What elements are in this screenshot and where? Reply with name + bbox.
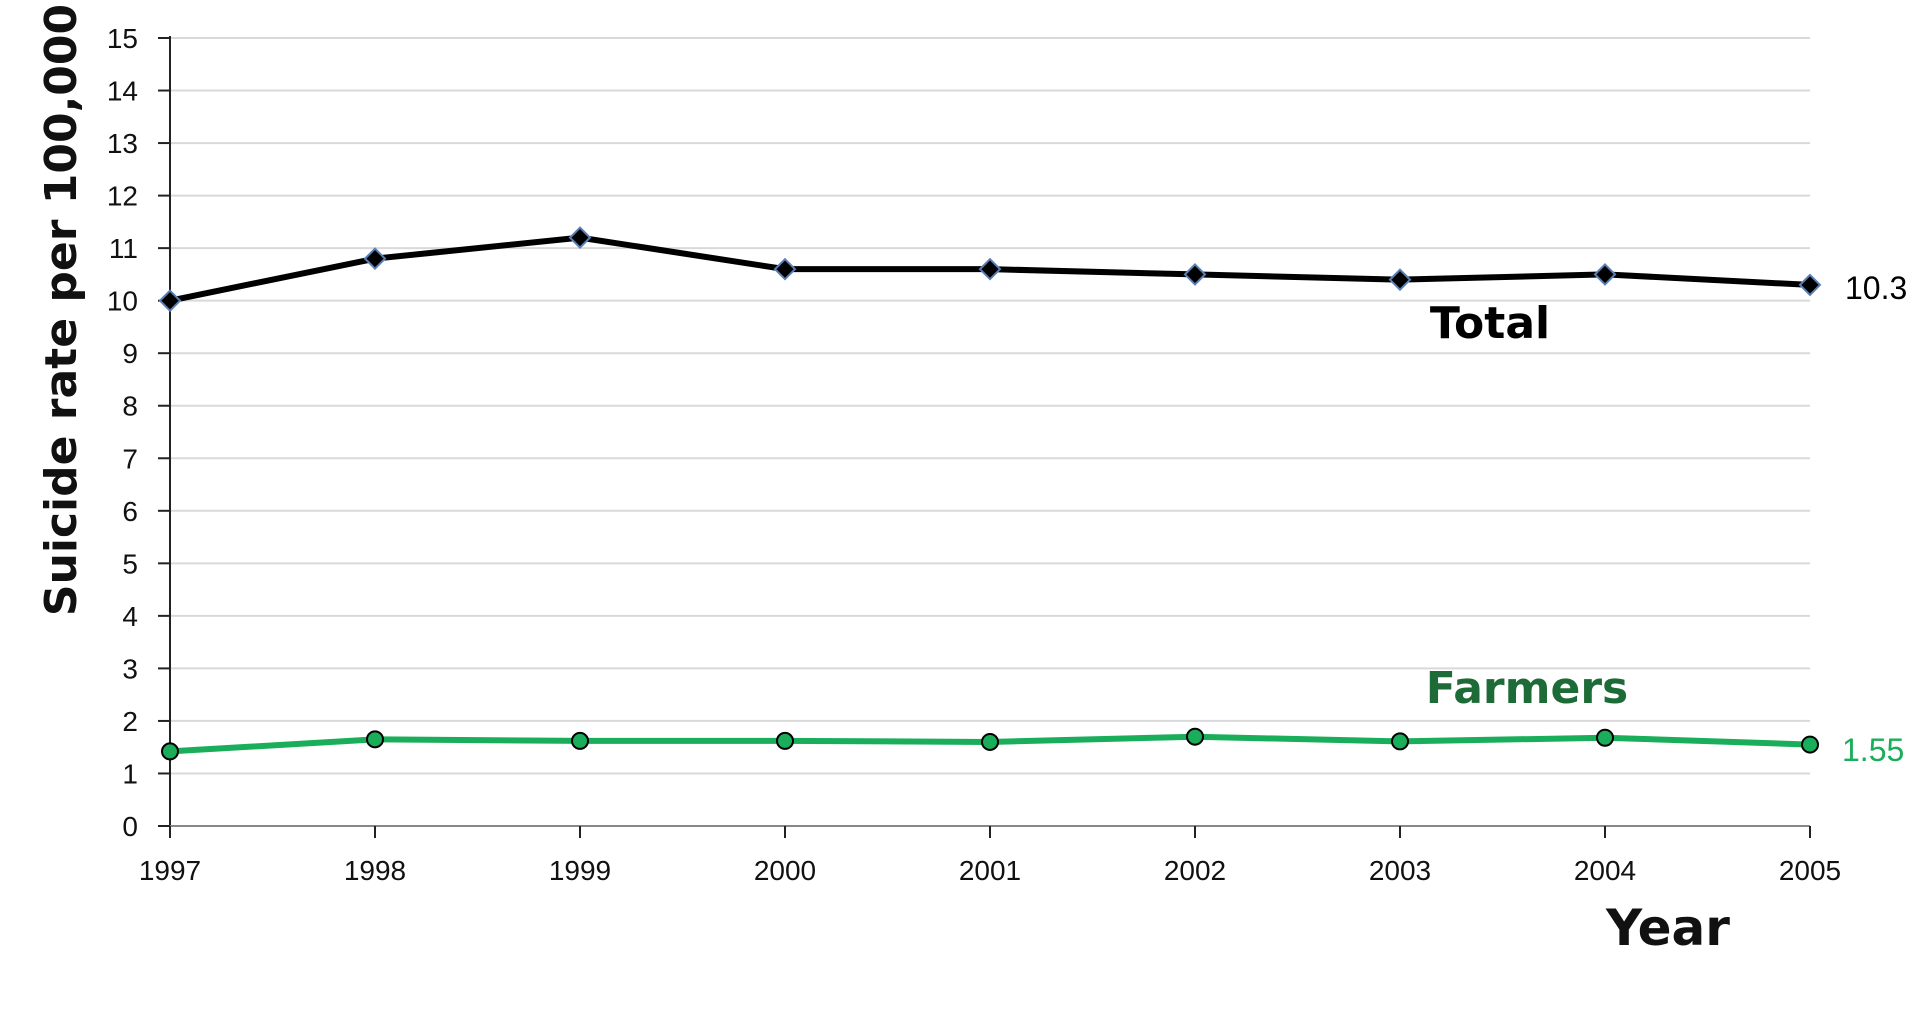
y-tick-label: 4: [122, 601, 138, 632]
end-value-label-farmers: 1.55: [1842, 732, 1904, 768]
x-tick-label: 2001: [959, 855, 1021, 886]
series-layer: [158, 226, 1822, 761]
y-tick-label: 14: [107, 76, 138, 107]
y-tick-label: 11: [109, 233, 138, 264]
y-tick-label: 12: [107, 181, 138, 212]
y-tick-label: 2: [122, 706, 138, 737]
y-tick-label: 8: [122, 391, 138, 422]
data-point-total: [363, 247, 387, 271]
data-point-total: [773, 257, 797, 281]
data-point-farmers: [161, 742, 179, 761]
y-tick-label: 13: [107, 128, 138, 159]
x-tick-labels: 1997 1998 1999 2000 2001 2002 2003 2004 2005: [139, 855, 1841, 886]
y-axis-label: Suicide rate per 100,000: [36, 4, 87, 616]
x-tick-label: 2004: [1574, 855, 1636, 886]
data-point-total: [978, 257, 1002, 281]
y-tick-label: 9: [122, 338, 138, 369]
data-point-farmers: [571, 731, 589, 750]
data-point-total: [1798, 273, 1822, 297]
y-tick-label: 6: [122, 496, 138, 527]
data-point-total: [1388, 268, 1412, 292]
series-total: [158, 226, 1822, 313]
data-point-farmers: [366, 730, 384, 749]
y-tick-label: 1: [122, 758, 138, 789]
axes: [158, 36, 1811, 838]
data-point-total: [1183, 262, 1207, 286]
data-point-total: [158, 289, 182, 313]
y-tick-label: 7: [122, 443, 138, 474]
x-tick-label: 2000: [754, 855, 816, 886]
series-label-farmers: Farmers: [1426, 663, 1628, 714]
x-axis-label: Year: [1605, 899, 1730, 957]
x-tick-label: 1999: [549, 855, 611, 886]
x-tick-label: 2003: [1369, 855, 1431, 886]
series-farmers: [161, 727, 1819, 761]
data-point-farmers: [776, 731, 794, 750]
data-point-total: [568, 226, 592, 250]
y-tick-label: 10: [107, 286, 138, 317]
y-tick-label: 0: [122, 811, 138, 842]
grid-lines: [170, 37, 1810, 775]
x-tick-label: 2005: [1779, 855, 1841, 886]
y-tick-label: 3: [122, 653, 138, 684]
data-point-farmers: [1596, 728, 1614, 747]
data-point-farmers: [1801, 735, 1819, 754]
y-tick-label: 5: [122, 548, 138, 579]
data-point-farmers: [981, 732, 999, 751]
y-tick-label: 15: [107, 23, 138, 54]
series-label-total: Total: [1430, 298, 1550, 349]
x-tick-label: 2002: [1164, 855, 1226, 886]
x-tick-label: 1998: [344, 855, 406, 886]
data-point-total: [1593, 262, 1617, 286]
end-value-label-total: 10.3: [1845, 270, 1907, 306]
data-point-farmers: [1391, 732, 1409, 751]
data-point-farmers: [1186, 727, 1204, 746]
x-tick-label: 1997: [139, 855, 201, 886]
